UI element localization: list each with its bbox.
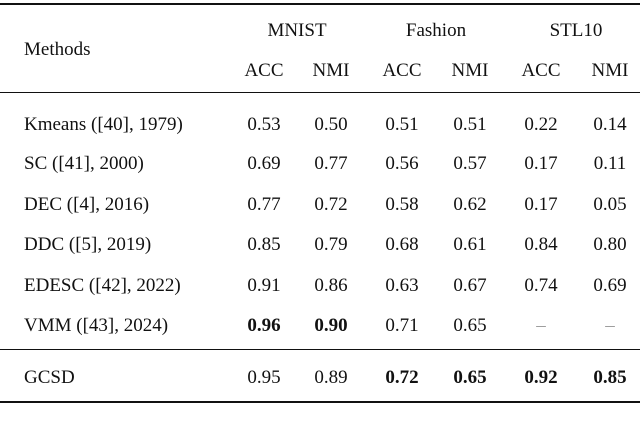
cell: 0.85 — [247, 234, 281, 255]
metric-header: NMI — [451, 60, 489, 81]
method-name: EDESC ([42], 2022) — [24, 275, 181, 296]
cell: 0.65 — [453, 315, 487, 336]
column-header: Methods — [24, 39, 91, 60]
cell: – — [605, 315, 615, 336]
method-name: Kmeans ([40], 1979) — [24, 114, 183, 135]
cell: 0.95 — [247, 367, 281, 388]
cell: 0.05 — [593, 194, 627, 215]
metric-header: NMI — [591, 60, 629, 81]
group-header: MNIST — [267, 20, 327, 41]
cell: 0.67 — [453, 275, 487, 296]
cell: 0.92 — [524, 367, 558, 388]
metric-header: NMI — [312, 60, 350, 81]
cell: 0.22 — [524, 114, 558, 135]
mid-rule — [0, 349, 640, 350]
cell: 0.58 — [385, 194, 419, 215]
metric-header: ACC — [382, 60, 422, 81]
method-name: GCSD — [24, 367, 75, 388]
cell: 0.17 — [524, 194, 558, 215]
header-rule — [0, 92, 640, 93]
cell: 0.53 — [247, 114, 281, 135]
cell: 0.68 — [385, 234, 419, 255]
cell: 0.69 — [593, 275, 627, 296]
cell: 0.51 — [453, 114, 487, 135]
cell: 0.72 — [314, 194, 348, 215]
cell: 0.61 — [453, 234, 487, 255]
cell: 0.77 — [247, 194, 281, 215]
cell: 0.74 — [524, 275, 558, 296]
cell: 0.14 — [593, 114, 627, 135]
cell: 0.56 — [385, 153, 419, 174]
cell: 0.77 — [314, 153, 348, 174]
cell: 0.80 — [593, 234, 627, 255]
cell: 0.96 — [247, 315, 281, 336]
top-rule — [0, 3, 640, 5]
cell: 0.57 — [453, 153, 487, 174]
cell: 0.85 — [593, 367, 627, 388]
cell: 0.51 — [385, 114, 419, 135]
bottom-rule — [0, 401, 640, 403]
cell: – — [536, 315, 546, 336]
cell: 0.91 — [247, 275, 281, 296]
method-name: SC ([41], 2000) — [24, 153, 144, 174]
metric-header: ACC — [521, 60, 561, 81]
method-name: DDC ([5], 2019) — [24, 234, 152, 255]
cell: 0.84 — [524, 234, 558, 255]
cell: 0.65 — [453, 367, 487, 388]
cell: 0.71 — [385, 315, 419, 336]
group-header: STL10 — [549, 20, 603, 41]
cell: 0.69 — [247, 153, 281, 174]
cell: 0.62 — [453, 194, 487, 215]
cell: 0.11 — [593, 153, 627, 174]
cell: 0.63 — [385, 275, 419, 296]
cell: 0.72 — [385, 367, 419, 388]
cell: 0.90 — [314, 315, 348, 336]
group-header: Fashion — [405, 20, 467, 41]
cell: 0.17 — [524, 153, 558, 174]
metric-header: ACC — [244, 60, 284, 81]
method-name: DEC ([4], 2016) — [24, 194, 150, 215]
method-name: VMM ([43], 2024) — [24, 315, 169, 336]
cell: 0.89 — [314, 367, 348, 388]
cell: 0.50 — [314, 114, 348, 135]
cell: 0.86 — [314, 275, 348, 296]
cell: 0.79 — [314, 234, 348, 255]
